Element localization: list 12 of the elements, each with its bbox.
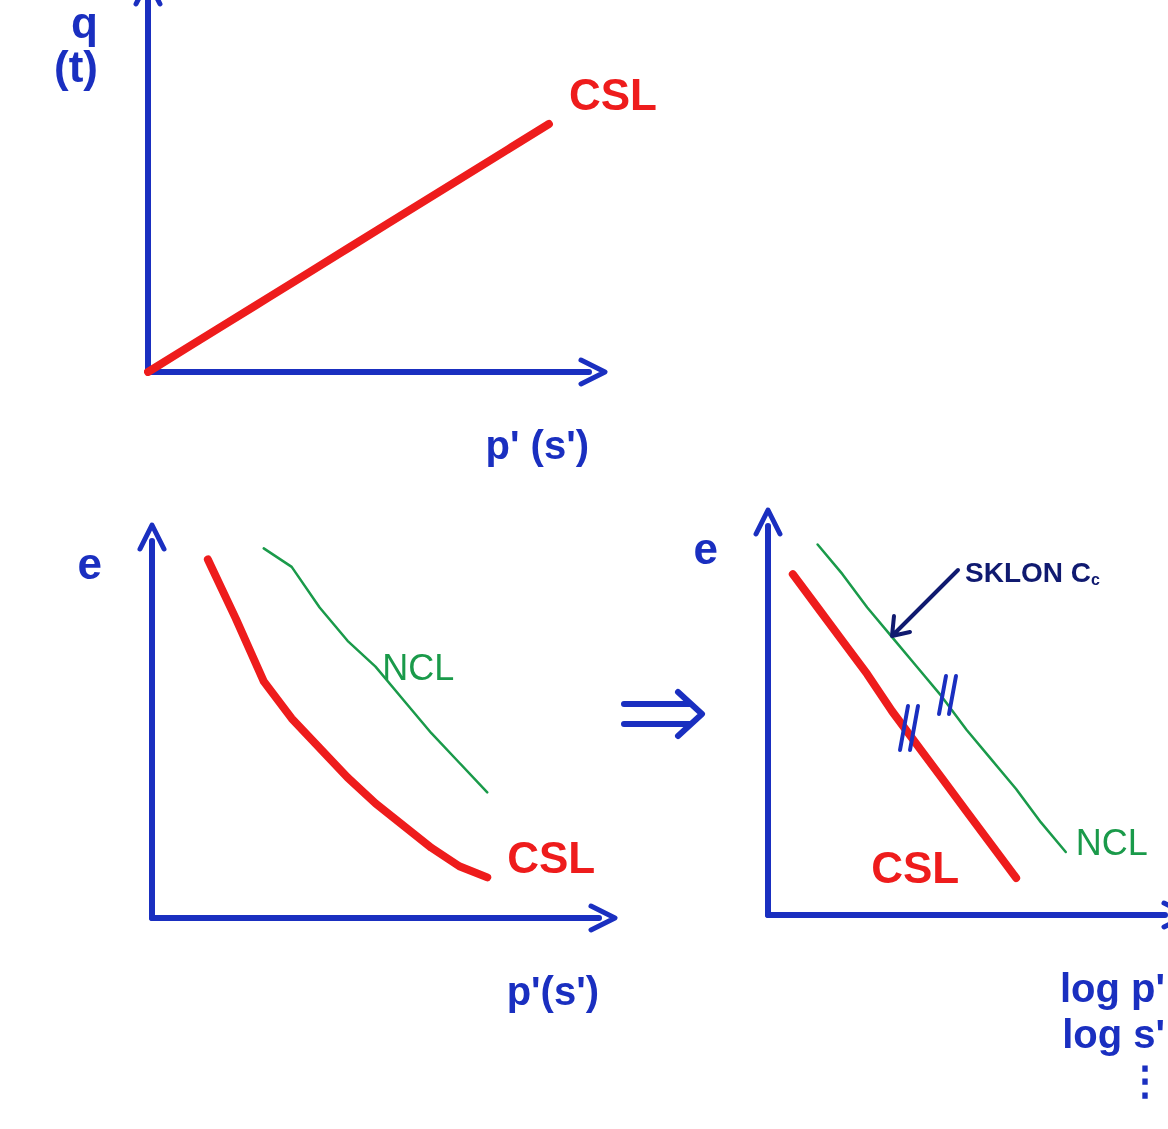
x-axis-title: p' (s') — [485, 423, 589, 467]
x-axis-title: p'(s') — [506, 969, 599, 1013]
x-axis-title: log p' log s' ⋮ — [1059, 966, 1165, 1102]
y-axis-title: e — [77, 538, 102, 588]
series-label: CSL — [871, 843, 960, 893]
series-label: CSL — [507, 832, 596, 882]
series-label: NCL — [1075, 821, 1148, 863]
series-label: CSL — [568, 69, 657, 119]
y-axis-title: e — [693, 523, 718, 573]
y-axis-title: q (t) — [54, 0, 98, 91]
series-label: NCL — [382, 646, 455, 688]
annotation: SKLON Cc — [965, 556, 1100, 588]
